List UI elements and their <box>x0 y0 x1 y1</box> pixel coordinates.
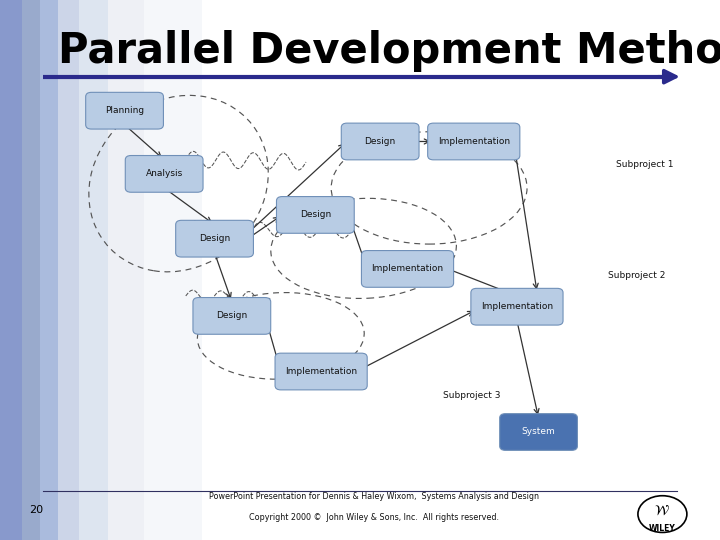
FancyBboxPatch shape <box>176 220 253 257</box>
FancyBboxPatch shape <box>125 156 203 192</box>
FancyBboxPatch shape <box>193 298 271 334</box>
Text: Subproject 2: Subproject 2 <box>608 271 666 280</box>
Text: Implementation: Implementation <box>285 367 357 376</box>
Text: Design: Design <box>300 211 331 219</box>
Text: Implementation: Implementation <box>438 137 510 146</box>
Bar <box>0 0 22 540</box>
Text: Subproject 1: Subproject 1 <box>616 160 673 169</box>
FancyBboxPatch shape <box>361 251 454 287</box>
Text: Planning: Planning <box>105 106 144 115</box>
Text: Implementation: Implementation <box>481 302 553 311</box>
Text: Subproject 3: Subproject 3 <box>443 391 500 400</box>
Text: Design: Design <box>364 137 396 146</box>
Bar <box>40 0 58 540</box>
FancyBboxPatch shape <box>500 414 577 450</box>
Text: $\mathcal{W}$: $\mathcal{W}$ <box>654 503 670 517</box>
Text: Design: Design <box>199 234 230 243</box>
Text: Design: Design <box>216 312 248 320</box>
Text: WILEY: WILEY <box>649 524 676 532</box>
Text: 20: 20 <box>29 505 43 515</box>
FancyBboxPatch shape <box>341 123 419 160</box>
FancyBboxPatch shape <box>276 197 354 233</box>
Text: System: System <box>522 428 555 436</box>
Bar <box>144 0 202 540</box>
Bar <box>202 0 720 540</box>
Text: PowerPoint Presentation for Dennis & Haley Wixom,  Systems Analysis and Design: PowerPoint Presentation for Dennis & Hal… <box>210 492 539 501</box>
Text: Implementation: Implementation <box>372 265 444 273</box>
Bar <box>58 0 79 540</box>
FancyBboxPatch shape <box>86 92 163 129</box>
FancyBboxPatch shape <box>471 288 563 325</box>
Text: Analysis: Analysis <box>145 170 183 178</box>
FancyBboxPatch shape <box>275 353 367 390</box>
Bar <box>22 0 40 540</box>
Bar <box>108 0 144 540</box>
Text: Parallel Development Method: Parallel Development Method <box>58 30 720 72</box>
Text: Copyright 2000 ©  John Wiley & Sons, Inc.  All rights reserved.: Copyright 2000 © John Wiley & Sons, Inc.… <box>249 513 500 522</box>
Bar <box>79 0 108 540</box>
FancyBboxPatch shape <box>428 123 520 160</box>
